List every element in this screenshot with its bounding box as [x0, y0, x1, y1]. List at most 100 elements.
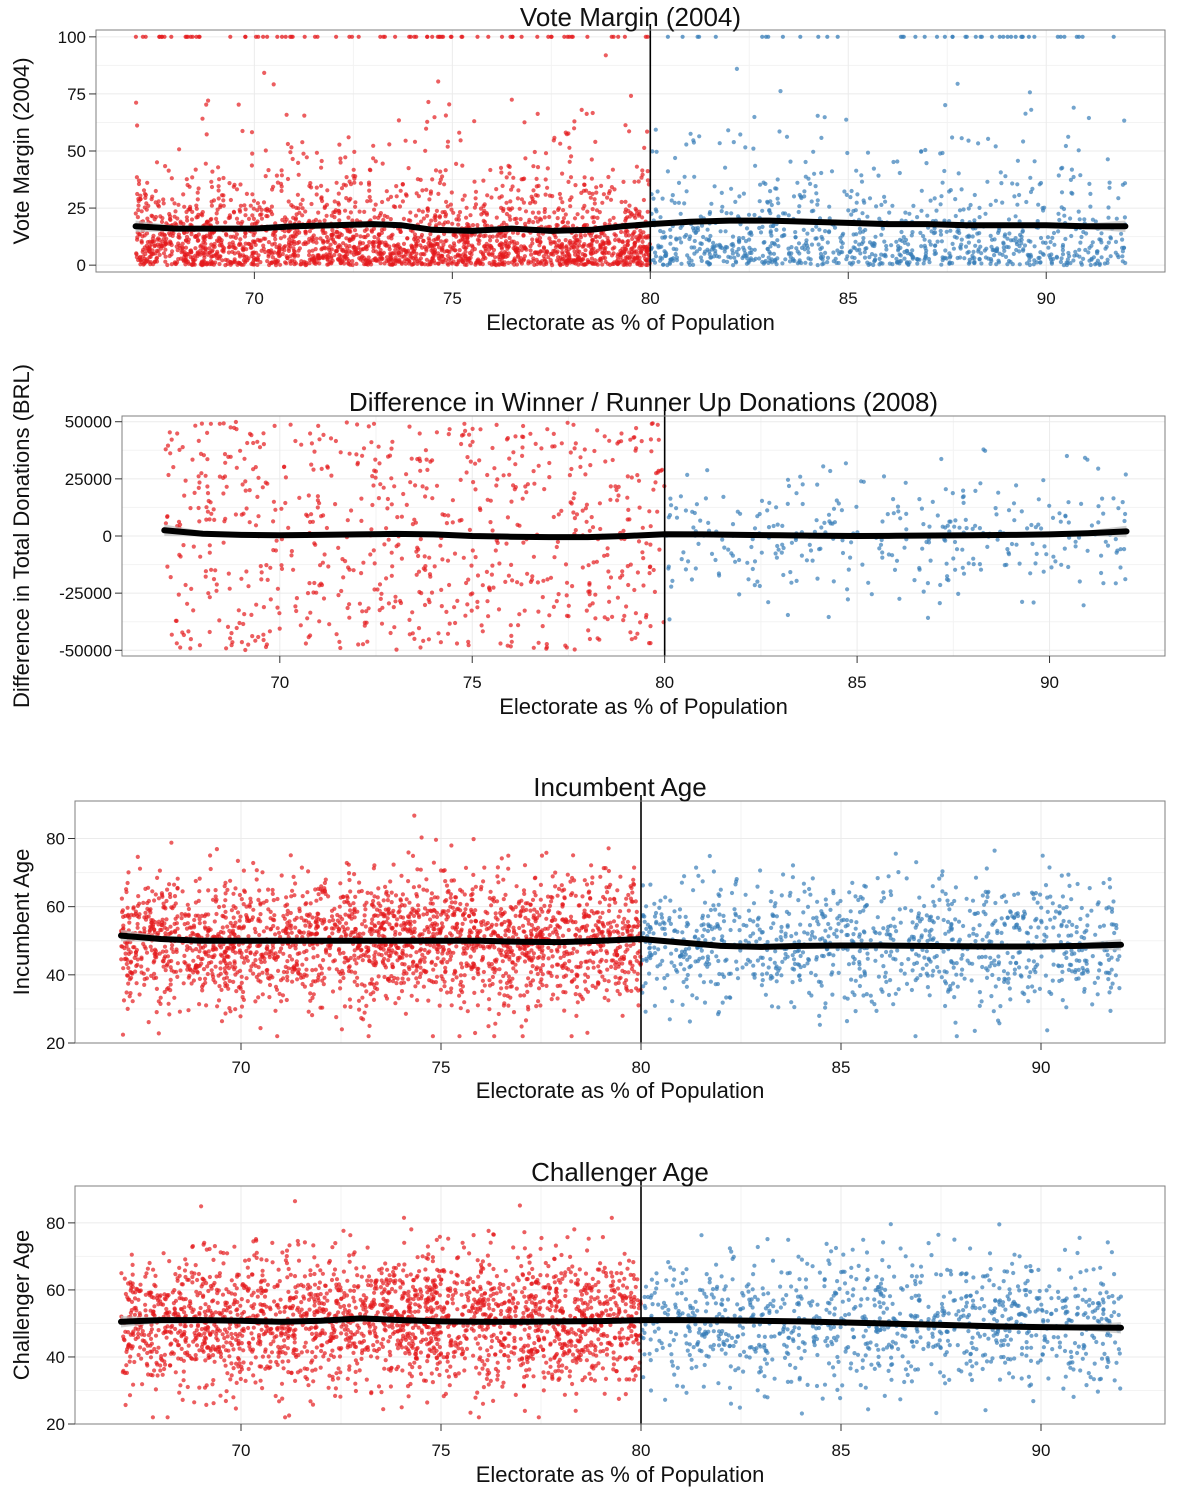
point-left — [325, 188, 330, 193]
point-left — [229, 631, 234, 636]
point-right — [741, 245, 746, 250]
point-left — [509, 499, 514, 504]
point-right — [898, 253, 903, 258]
point-right — [836, 251, 842, 256]
point-left — [354, 247, 359, 252]
point-left — [384, 189, 389, 194]
point-left — [303, 209, 308, 214]
point-left — [284, 112, 289, 117]
point-right — [1047, 503, 1052, 508]
point-right — [1123, 511, 1128, 517]
point-right — [757, 583, 762, 589]
point-right — [783, 211, 788, 216]
point-left — [221, 475, 226, 480]
point-right — [1108, 254, 1113, 259]
point-left — [304, 260, 309, 265]
point-left — [421, 638, 426, 644]
point-right — [718, 245, 723, 250]
point-left — [141, 188, 147, 193]
point-left — [410, 610, 415, 615]
point-right — [981, 447, 986, 452]
point-right — [854, 200, 859, 205]
point-left — [377, 461, 382, 466]
point-right — [1008, 238, 1014, 243]
point-left — [188, 206, 193, 211]
point-left — [563, 562, 569, 567]
point-left — [494, 187, 499, 192]
point-left — [267, 207, 272, 213]
point-left — [582, 222, 587, 228]
point-left — [189, 250, 194, 255]
point-left — [563, 238, 568, 243]
point-right — [717, 573, 722, 578]
point-left — [308, 181, 313, 186]
point-right — [729, 211, 734, 216]
point-right — [835, 34, 840, 39]
point-left — [632, 179, 637, 184]
point-left — [400, 199, 405, 204]
point-left — [419, 262, 424, 267]
point-left — [500, 252, 505, 257]
point-left — [599, 183, 604, 188]
point-left — [223, 220, 228, 225]
point-left — [415, 261, 420, 266]
point-right — [665, 169, 671, 174]
point-left — [486, 34, 491, 39]
point-right — [1113, 537, 1118, 542]
point-left — [640, 168, 645, 173]
point-left — [423, 448, 428, 453]
point-right — [1005, 34, 1010, 39]
point-left — [328, 436, 334, 441]
point-left — [163, 447, 168, 452]
point-left — [251, 467, 256, 472]
point-right — [1059, 190, 1065, 195]
point-left — [197, 480, 202, 485]
point-left — [564, 580, 570, 585]
point-left — [342, 1004, 347, 1009]
point-right — [1042, 205, 1047, 210]
point-right — [1032, 159, 1037, 164]
point-right — [983, 255, 989, 260]
point-left — [571, 496, 576, 501]
point-left — [540, 624, 545, 629]
point-left — [249, 612, 254, 618]
point-right — [965, 234, 970, 239]
point-left — [582, 182, 587, 187]
point-left — [481, 218, 486, 223]
point-left — [279, 168, 284, 173]
point-left — [410, 963, 415, 969]
point-left — [343, 155, 348, 160]
point-right — [767, 500, 772, 505]
point-left — [149, 213, 154, 218]
point-right — [976, 239, 982, 244]
point-left — [551, 240, 556, 245]
point-left — [261, 246, 266, 251]
point-right — [775, 543, 780, 549]
point-left — [496, 261, 501, 267]
point-left — [207, 629, 212, 635]
point-left — [319, 466, 324, 471]
point-right — [862, 255, 868, 260]
point-right — [1019, 34, 1024, 39]
point-left — [636, 213, 642, 218]
point-left — [606, 174, 611, 180]
point-right — [792, 258, 797, 263]
point-right — [912, 578, 917, 583]
point-right — [731, 263, 736, 268]
point-right — [787, 259, 793, 264]
point-left — [373, 475, 378, 480]
point-right — [935, 513, 940, 518]
point-right — [1039, 526, 1044, 531]
point-left — [244, 191, 249, 196]
point-left — [387, 142, 392, 147]
point-left — [588, 463, 593, 468]
point-left — [488, 520, 493, 525]
point-left — [427, 555, 432, 560]
point-left — [312, 449, 317, 454]
point-right — [1006, 217, 1012, 222]
point-right — [806, 250, 811, 255]
point-left — [475, 605, 480, 610]
point-left — [361, 560, 366, 565]
point-right — [768, 244, 773, 249]
point-right — [1012, 194, 1017, 199]
